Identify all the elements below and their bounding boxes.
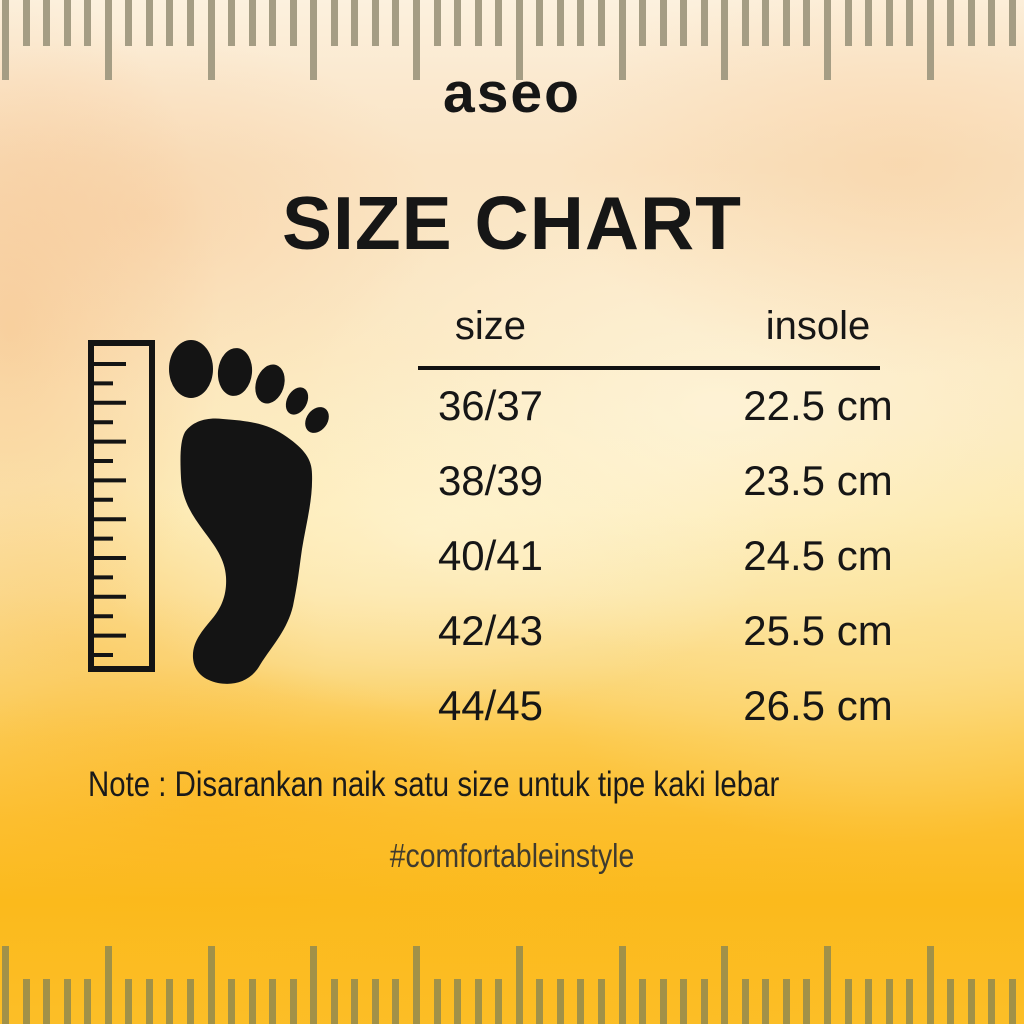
table-row: 36/37 22.5 cm [418,382,893,430]
size-value: 36/37 [437,382,544,429]
note-text: Note : Disarankan naik satu size untuk t… [88,765,780,804]
table-row: 38/39 23.5 cm [418,457,893,505]
ruler-ticks-top [0,0,1024,82]
hashtag-text: #comfortableinstyle [389,837,635,874]
size-value: 44/45 [437,682,544,729]
page-title: SIZE CHART [282,181,742,265]
insole-value: 26.5 cm [743,682,893,729]
column-header-size: size [454,304,527,348]
insole-value: 24.5 cm [743,532,893,579]
column-header-insole: insole [765,304,871,348]
insole-value: 22.5 cm [743,382,893,429]
size-value: 40/41 [437,532,544,579]
table-row: 42/43 25.5 cm [418,607,893,655]
brand-logo: aseo [443,61,581,125]
foot-measure-graphic [88,338,338,688]
vertical-ruler-icon [88,340,155,672]
size-value: 38/39 [437,457,544,504]
insole-value: 23.5 cm [743,457,893,504]
table-header-divider [418,366,880,370]
size-table: size insole 36/37 22.5 cm 38/39 23.5 cm … [418,302,893,742]
footprint-icon [169,340,329,684]
table-header-row: size insole [418,302,880,350]
table-row: 40/41 24.5 cm [418,532,893,580]
size-value: 42/43 [437,607,544,654]
insole-value: 25.5 cm [743,607,893,654]
table-row: 44/45 26.5 cm [418,682,893,730]
ruler-ticks-bottom [0,944,1024,1024]
